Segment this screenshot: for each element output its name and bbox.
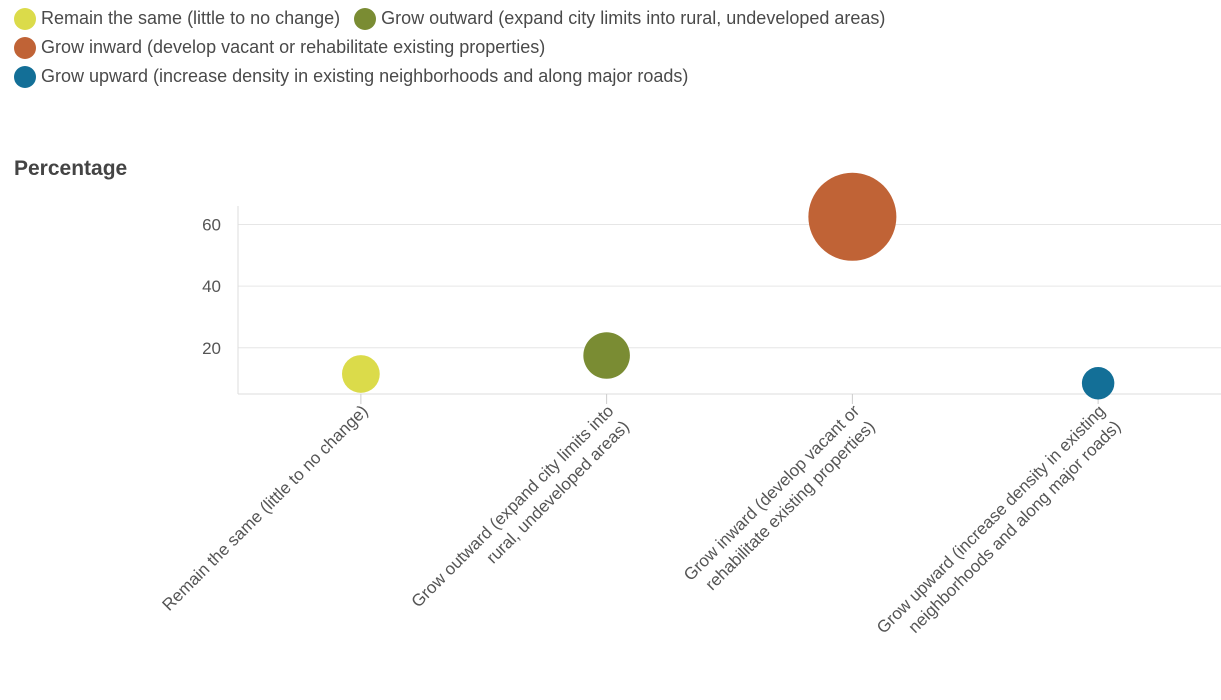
data-bubble[interactable] (808, 172, 897, 261)
data-bubble[interactable] (342, 355, 380, 393)
x-category-label-line: Grow upward (increase density in existin… (873, 401, 1109, 637)
legend-item-grow-upward[interactable]: Grow upward (increase density in existin… (14, 65, 689, 88)
legend-label-grow-inward: Grow inward (develop vacant or rehabilit… (41, 37, 546, 57)
legend-item-grow-outward[interactable]: Grow outward (expand city limits into ru… (354, 7, 886, 30)
legend-row: Grow inward (develop vacant or rehabilit… (14, 33, 1194, 62)
legend-row: Remain the same (little to no change) Gr… (14, 4, 1194, 33)
legend-label-grow-upward: Grow upward (increase density in existin… (41, 66, 689, 86)
legend-item-grow-inward[interactable]: Grow inward (develop vacant or rehabilit… (14, 36, 546, 59)
x-category-label-line: neighborhoods and along major roads) (905, 417, 1125, 637)
data-bubble[interactable] (1081, 366, 1115, 400)
x-category-label-line: Grow outward (expand city limits into (408, 401, 618, 611)
legend-item-remain-same[interactable]: Remain the same (little to no change) (14, 7, 341, 30)
y-axis-title: Percentage (14, 157, 128, 180)
x-category-label: Grow upward (increase density in existin… (873, 401, 1124, 652)
legend-swatch-remain-same (14, 7, 36, 30)
legend-row: Grow upward (increase density in existin… (14, 62, 1194, 91)
y-tick-label: 60 (202, 215, 221, 234)
legend-swatch-grow-outward (354, 7, 377, 30)
legend-label-grow-outward: Grow outward (expand city limits into ru… (381, 8, 886, 28)
chart-legend: Remain the same (little to no change) Gr… (14, 4, 1194, 91)
legend-swatch-grow-upward (14, 65, 36, 88)
x-category-label: Grow inward (develop vacant orrehabilita… (680, 401, 879, 600)
x-category-label-line: Grow inward (develop vacant or (680, 401, 863, 584)
x-category-label: Remain the same (little to no change) (158, 401, 371, 614)
data-bubble[interactable] (583, 332, 630, 379)
x-category-label: Grow outward (expand city limits intorur… (408, 401, 633, 626)
y-tick-label: 40 (202, 277, 221, 296)
x-category-label-line: rehabilitate existing properties) (702, 417, 879, 594)
x-category-label-line: Remain the same (little to no change) (158, 401, 371, 614)
legend-swatch-grow-inward (14, 36, 36, 59)
x-category-label-line: rural, undeveloped areas) (483, 417, 633, 567)
legend-label-remain-same: Remain the same (little to no change) (41, 8, 341, 28)
y-tick-label: 20 (202, 339, 221, 358)
